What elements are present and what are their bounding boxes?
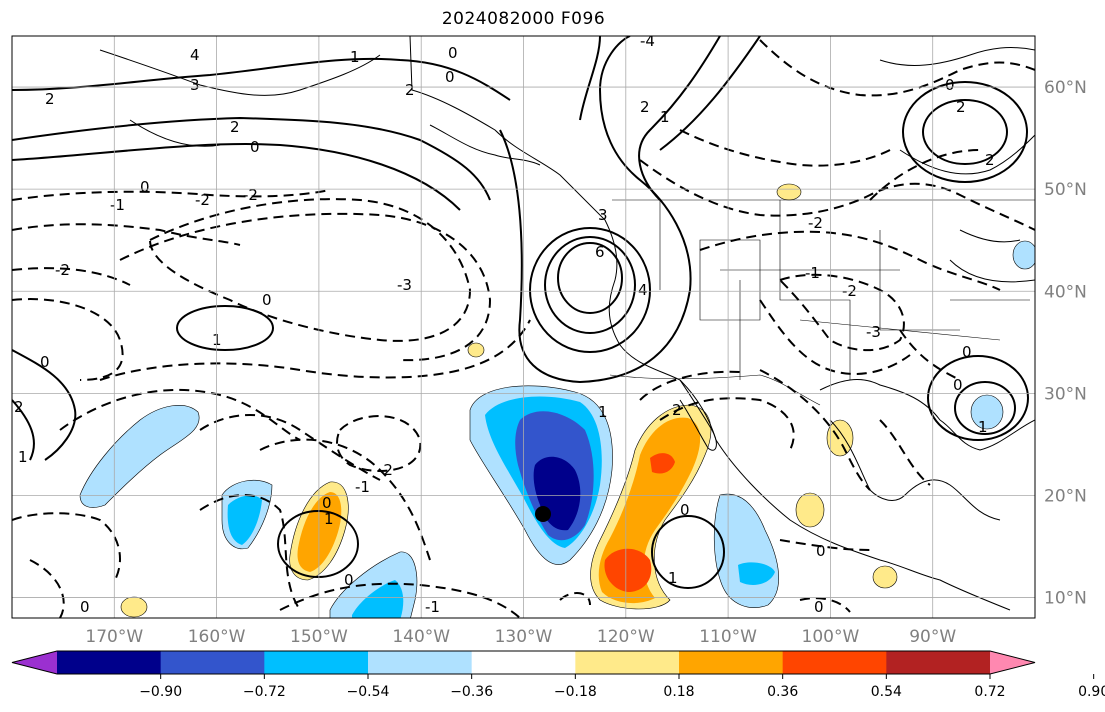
colorbar-segment (160, 651, 265, 674)
border-layer (609, 199, 1035, 406)
contour-label-layer: 4 3 2 2 1 0 0 0 0 -1 -2 -2 -2 -3 0 1 0 6… (14, 32, 995, 616)
colorbar-tick-label: 0.90 (1078, 684, 1105, 700)
colorbar-tick-label: 0.18 (663, 684, 694, 700)
longitude-label: 120°W (597, 627, 655, 647)
contour-label: 1 (660, 108, 670, 126)
contour-label: 1 (324, 510, 334, 528)
contour-label: 0 (445, 68, 455, 86)
contour-label: 1 (978, 418, 988, 436)
colorbar: −0.90 −0.72 −0.54 −0.36 −0.18 0.18 0.36 0.54 0.7… (11, 650, 1105, 700)
longitude-label: 130°W (495, 627, 553, 647)
colorbar-segment (57, 651, 162, 674)
colorbar-segment (471, 651, 576, 674)
contour-label: 0 (814, 598, 824, 616)
contour-label: -1 (425, 598, 440, 616)
contour-label: -3 (866, 323, 881, 341)
longitude-label: 160°W (188, 627, 246, 647)
coastline-layer (99, 36, 1035, 611)
contour-label: 0 (344, 571, 354, 589)
contour-label: 0 (953, 376, 963, 394)
contour-label: 3 (598, 206, 608, 224)
colorbar-segment (886, 651, 991, 674)
colorbar-outline (11, 650, 1036, 675)
contour-label: 0 (40, 353, 50, 371)
map-title: 2024082000 F096 (441, 9, 606, 29)
contour-label: 0 (262, 291, 272, 309)
colorbar-extend-high (990, 651, 1035, 674)
latitude-label: 50°N (1044, 180, 1087, 200)
contour-label: 1 (668, 569, 678, 587)
longitude-label: 140°W (392, 627, 450, 647)
contour-label: 2 (640, 98, 650, 116)
contour-label: 4 (190, 46, 200, 64)
contour-label: 2 (956, 98, 966, 116)
contour-label: 0 (680, 501, 690, 519)
contour-label: 0 (322, 494, 332, 512)
colorbar-segment (679, 651, 784, 674)
latitude-label: 20°N (1044, 486, 1087, 506)
longitude-label: 90°W (909, 627, 956, 647)
longitude-label: 150°W (290, 627, 348, 647)
longitude-label: 170°W (85, 627, 143, 647)
contour-label: -1 (355, 478, 370, 496)
contour-label: 0 (448, 44, 458, 62)
latitude-label: 40°N (1044, 282, 1087, 302)
colorbar-tick-label: 0.36 (767, 684, 798, 700)
colorbar-tick-label: −0.90 (139, 684, 182, 700)
contour-label: -2 (55, 261, 70, 279)
contour-label: 0 (945, 76, 955, 94)
contour-label: 2 (672, 401, 682, 419)
plot-frame (11, 35, 1036, 619)
colorbar-segment (782, 651, 887, 674)
contour-label: 6 (595, 243, 605, 261)
contour-label: 1 (18, 448, 28, 466)
latitude-label: 10°N (1044, 589, 1087, 609)
latitude-labels: 60°N 50°N 40°N 30°N 20°N 10°N (1044, 78, 1087, 609)
contour-label: 0 (816, 542, 826, 560)
contour-label: -2 (243, 186, 258, 204)
contour-label: 2 (230, 118, 240, 136)
contour-label: -2 (378, 461, 393, 479)
longitude-label: 110°W (699, 627, 757, 647)
contour-label: 2 (14, 398, 24, 416)
colorbar-tick-label: −0.18 (554, 684, 597, 700)
contour-label: 0 (80, 598, 90, 616)
contour-label: 0 (962, 343, 972, 361)
colorbar-tick-label: 0.72 (974, 684, 1005, 700)
colorbar-segment (264, 651, 369, 674)
shading-layer (79, 183, 1035, 618)
colorbar-tick-label: −0.72 (243, 684, 286, 700)
contour-label: 2 (985, 151, 995, 169)
contour-label: -1 (110, 196, 125, 214)
colorbar-extend-low (12, 651, 57, 674)
contour-label: 0 (140, 178, 150, 196)
contour-label: 4 (638, 281, 648, 299)
colorbar-segment (368, 651, 473, 674)
contour-label: 2 (405, 81, 415, 99)
contour-label: -1 (805, 264, 820, 282)
colorbar-segment (575, 651, 680, 674)
contour-label: -4 (640, 32, 655, 50)
contour-label: 3 (190, 76, 200, 94)
colorbar-tick-label: −0.54 (347, 684, 390, 700)
contour-layer (12, 36, 1035, 618)
colorbar-tick-label: −0.36 (450, 684, 493, 700)
contour-label: -3 (397, 276, 412, 294)
longitude-label: 100°W (802, 627, 860, 647)
contour-label: 1 (598, 403, 608, 421)
colorbar-tick-label: 0.54 (871, 684, 902, 700)
contour-label: 0 (250, 138, 260, 156)
latitude-label: 60°N (1044, 78, 1087, 98)
contour-label: -2 (195, 191, 210, 209)
contour-label: 1 (350, 48, 360, 66)
graticule (12, 36, 1035, 618)
longitude-labels: 170°W 160°W 150°W 140°W 130°W 120°W 110°W 100°W… (85, 627, 956, 647)
contour-label: -2 (808, 214, 823, 232)
latitude-label: 30°N (1044, 384, 1087, 404)
contour-label: 2 (45, 90, 55, 108)
